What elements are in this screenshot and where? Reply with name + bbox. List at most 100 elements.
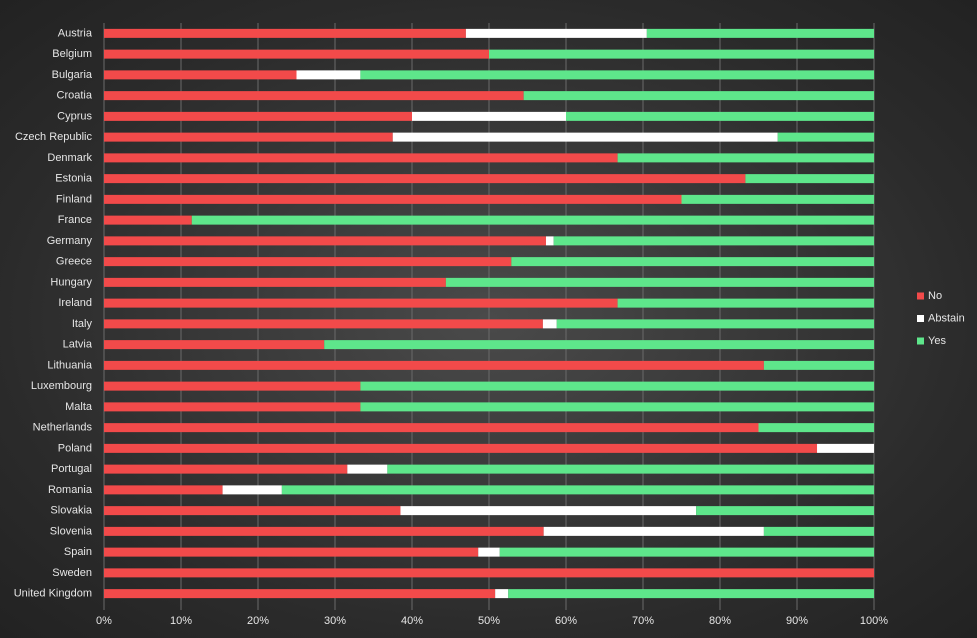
bar-segment [104, 49, 489, 59]
bar-segment [478, 547, 500, 557]
bar-segment [104, 236, 546, 246]
legend-swatch [917, 292, 924, 300]
y-tick-label: Denmark [47, 152, 92, 164]
bar-segment [763, 526, 874, 536]
bar-segment [745, 174, 874, 184]
bar-segment [392, 132, 778, 142]
y-tick-label: Spain [64, 546, 92, 558]
bar-segment [104, 215, 192, 225]
x-tick-label: 20% [247, 615, 269, 627]
legend-label: No [928, 290, 942, 302]
y-tick-label: Czech Republic [15, 131, 93, 143]
bar-segment [347, 464, 388, 474]
bar-segment [222, 485, 282, 495]
y-tick-label: Sweden [52, 567, 92, 579]
y-tick-label: Romania [48, 484, 93, 496]
bar-segment [508, 589, 874, 599]
x-tick-label: 50% [478, 615, 500, 627]
y-tick-label: Belgium [52, 48, 92, 60]
bar-segment [489, 49, 874, 59]
bar-segment [104, 360, 764, 370]
y-tick-label: Portugal [51, 463, 92, 475]
x-tick-label: 0% [96, 615, 112, 627]
x-tick-label: 70% [632, 615, 654, 627]
legend-label: Abstain [928, 312, 965, 324]
bar-segment [763, 360, 874, 370]
y-tick-label: Malta [65, 401, 93, 413]
bar-segment [566, 111, 874, 121]
bar-segment [104, 194, 682, 204]
bar-segment [817, 443, 874, 453]
bar-segment [104, 298, 618, 308]
y-tick-label: Estonia [55, 173, 93, 185]
bar-segment [445, 277, 874, 287]
y-tick-label: Greece [56, 256, 92, 268]
x-tick-label: 30% [324, 615, 346, 627]
bar-segment [104, 547, 479, 557]
bar-segment [617, 153, 874, 163]
bar-segment [104, 277, 446, 287]
bar-segment [104, 464, 348, 474]
bar-segment [324, 340, 875, 350]
bar-segment [104, 381, 361, 391]
y-tick-label: Hungary [50, 276, 92, 288]
bar-segment [104, 28, 466, 38]
bar-segment [360, 70, 874, 80]
bar-segment [104, 174, 746, 184]
y-tick-label: Lithuania [47, 359, 93, 371]
bar-segment [553, 236, 874, 246]
bar-segment [542, 319, 557, 329]
y-tick-label: Poland [58, 442, 92, 454]
bar-segment [646, 28, 874, 38]
y-tick-label: Slovenia [50, 525, 93, 537]
bar-segment [617, 298, 874, 308]
y-tick-label: Austria [58, 27, 93, 39]
bar-segment [545, 236, 554, 246]
y-tick-label: France [58, 214, 92, 226]
y-tick-label: Ireland [58, 297, 92, 309]
bar-segment [400, 506, 697, 516]
y-tick-label: Italy [72, 318, 93, 330]
bar-segment [511, 257, 874, 267]
bar-segment [104, 70, 297, 80]
bar-segment [360, 381, 874, 391]
bar-segment [499, 547, 874, 557]
bar-segment [104, 340, 325, 350]
x-tick-label: 40% [401, 615, 423, 627]
bar-segment [758, 423, 874, 433]
bar-segment [412, 111, 566, 121]
bar-segment [104, 485, 223, 495]
bar-segment [104, 443, 818, 453]
legend-label: Yes [928, 335, 946, 347]
y-tick-label: Finland [56, 193, 92, 205]
y-tick-label: Luxembourg [31, 380, 92, 392]
bar-segment [777, 132, 874, 142]
bar-segment [104, 132, 393, 142]
bar-segment [104, 402, 361, 412]
bar-segment [104, 91, 524, 101]
y-tick-label: Latvia [63, 339, 93, 351]
bar-segment [696, 506, 874, 516]
bar-segment [104, 319, 543, 329]
bar-segment [104, 111, 412, 121]
y-tick-label: Croatia [57, 90, 93, 102]
bar-segment [681, 194, 874, 204]
bar-segment [387, 464, 874, 474]
y-tick-label: Germany [47, 235, 93, 247]
bar-segment [495, 589, 509, 599]
y-tick-label: Netherlands [33, 422, 93, 434]
x-tick-label: 100% [860, 615, 888, 627]
bar-segment [523, 91, 874, 101]
bar-segment [556, 319, 874, 329]
bar-segment [104, 423, 759, 433]
x-tick-label: 90% [786, 615, 808, 627]
y-tick-label: United Kingdom [14, 588, 92, 600]
legend-swatch [917, 315, 924, 322]
y-tick-label: Cyprus [57, 110, 92, 122]
bar-segment [104, 257, 512, 267]
bar-segment [543, 526, 764, 536]
bar-segment [296, 70, 361, 80]
bar-segment [104, 506, 401, 516]
bar-segment [465, 28, 647, 38]
